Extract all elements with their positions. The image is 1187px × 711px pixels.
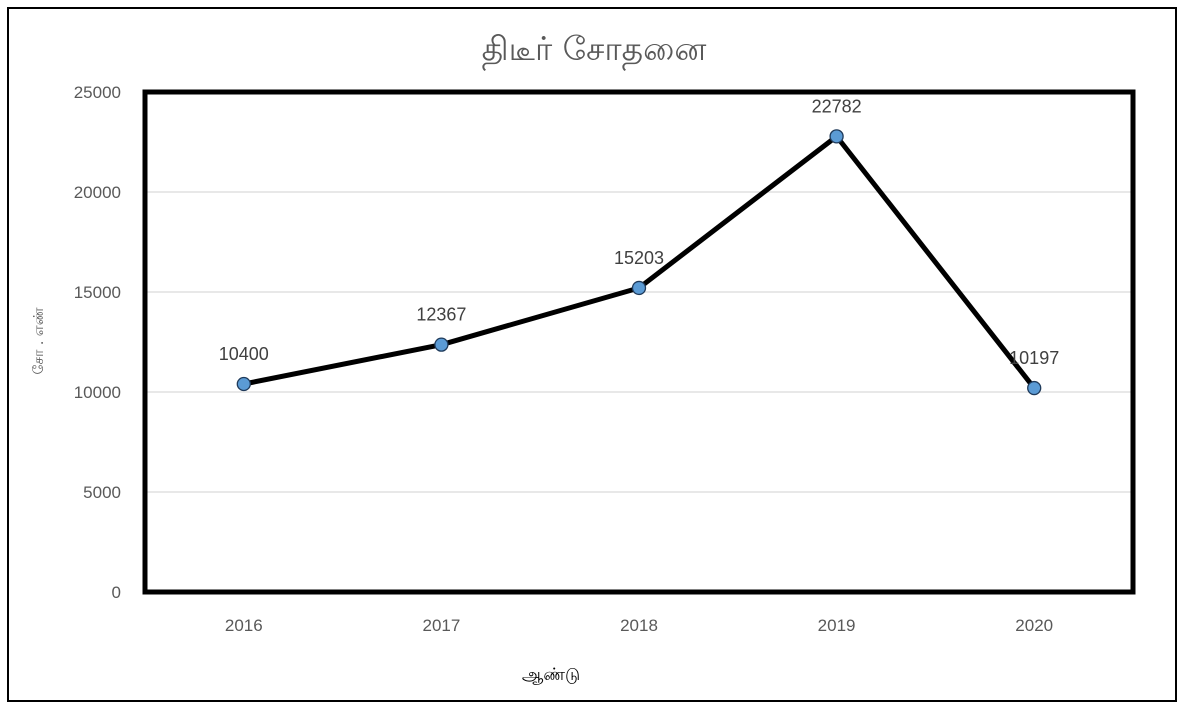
data-value-label: 12367 (416, 305, 466, 325)
data-value-label: 10400 (219, 344, 269, 364)
grid-lines (145, 191, 1133, 493)
data-labels: 10400 12367 15203 22782 10197 (219, 96, 1059, 368)
chart-title: திடீர் சோதனை (482, 29, 707, 71)
data-point-marker (631, 280, 647, 296)
data-point-marker (829, 129, 844, 144)
y-axis-title: சோ . எண் (31, 307, 47, 374)
y-tick-label: 20000 (74, 183, 121, 202)
data-point-marker (236, 376, 251, 392)
y-tick-label: 25000 (74, 83, 121, 102)
y-tick-label: 15000 (74, 283, 121, 302)
chart-frame (7, 7, 1177, 702)
data-value-label: 15203 (614, 248, 664, 268)
data-point-marker (1027, 380, 1042, 396)
data-point-marker (434, 337, 449, 352)
data-markers (236, 129, 1042, 396)
x-axis-title: ஆண்டு (522, 665, 580, 685)
plot-area-border (142, 89, 1136, 595)
data-value-label: 22782 (812, 96, 862, 116)
x-tick-label: 2018 (620, 616, 658, 635)
y-tick-label: 5000 (83, 483, 121, 502)
y-tick-label: 10000 (74, 383, 121, 402)
x-tick-label: 2019 (818, 616, 856, 635)
y-axis-ticks: 0 5000 10000 15000 20000 25000 (74, 83, 121, 602)
data-value-label: 10197 (1009, 348, 1059, 368)
x-tick-label: 2016 (225, 616, 263, 635)
x-tick-label: 2017 (422, 616, 460, 635)
x-axis-ticks: 2016 2017 2018 2019 2020 (225, 616, 1053, 635)
y-tick-label: 0 (112, 583, 121, 602)
x-tick-label: 2020 (1015, 616, 1053, 635)
